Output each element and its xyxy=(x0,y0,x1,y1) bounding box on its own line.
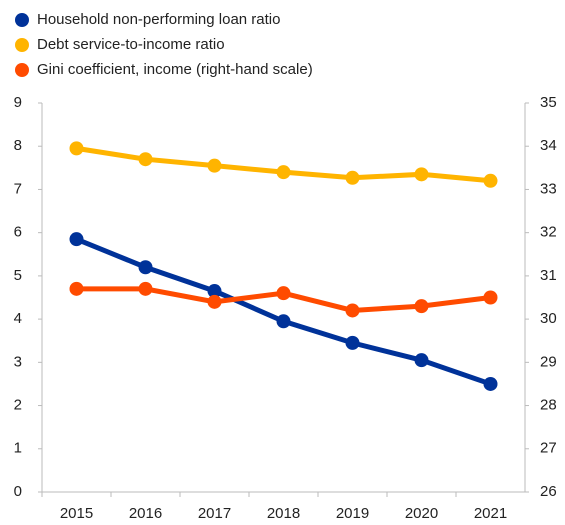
legend-marker xyxy=(15,63,29,77)
y2-tick-label: 26 xyxy=(540,483,557,500)
data-point xyxy=(276,165,291,180)
y2-tick-label: 32 xyxy=(540,224,557,241)
y2-tick-label: 29 xyxy=(540,353,557,370)
data-point xyxy=(69,141,84,156)
data-point xyxy=(138,260,153,275)
y2-tick-label: 34 xyxy=(540,137,557,154)
x-tick-label: 2021 xyxy=(474,505,507,522)
data-point xyxy=(345,335,360,350)
y-tick-label: 6 xyxy=(14,224,22,241)
data-point xyxy=(276,286,291,301)
data-point xyxy=(207,158,222,173)
y-tick-label: 9 xyxy=(14,94,22,111)
series-line xyxy=(75,236,492,387)
x-tick-label: 2017 xyxy=(198,505,231,522)
y2-tick-label: 33 xyxy=(540,180,557,197)
y-tick-label: 7 xyxy=(14,180,22,197)
y-tick-label: 1 xyxy=(14,440,22,457)
x-tick-label: 2018 xyxy=(267,505,300,522)
y-tick-label: 2 xyxy=(14,397,22,414)
x-tick-label: 2016 xyxy=(129,505,162,522)
y2-tick-label: 31 xyxy=(540,267,557,284)
legend-label: Gini coefficient, income (right-hand sca… xyxy=(37,61,313,78)
y-tick-label: 8 xyxy=(14,137,22,154)
data-point xyxy=(69,281,84,296)
data-point xyxy=(276,314,291,329)
y2-tick-label: 28 xyxy=(540,397,557,414)
data-point xyxy=(483,376,498,391)
data-point xyxy=(414,299,429,314)
data-point xyxy=(483,290,498,305)
data-point xyxy=(483,173,498,188)
data-point xyxy=(414,167,429,182)
legend-label: Household non-performing loan ratio xyxy=(37,11,280,28)
legend-marker xyxy=(15,38,29,52)
y-tick-label: 5 xyxy=(14,267,22,284)
data-point xyxy=(207,284,222,299)
y-tick-label: 3 xyxy=(14,353,22,370)
data-point xyxy=(138,281,153,296)
y-tick-label: 0 xyxy=(14,483,22,500)
x-tick-label: 2019 xyxy=(336,505,369,522)
data-point xyxy=(69,232,84,247)
x-tick-label: 2020 xyxy=(405,505,438,522)
y2-tick-label: 30 xyxy=(540,310,557,327)
y-tick-label: 4 xyxy=(14,310,22,327)
legend-label: Debt service-to-income ratio xyxy=(37,36,225,53)
data-point xyxy=(138,152,153,167)
data-point xyxy=(414,353,429,368)
y2-tick-label: 27 xyxy=(540,440,557,457)
legend-marker xyxy=(15,13,29,27)
data-point xyxy=(345,303,360,318)
data-point xyxy=(207,294,222,309)
data-point xyxy=(345,170,360,185)
y2-tick-label: 35 xyxy=(540,94,557,111)
x-tick-label: 2015 xyxy=(60,505,93,522)
